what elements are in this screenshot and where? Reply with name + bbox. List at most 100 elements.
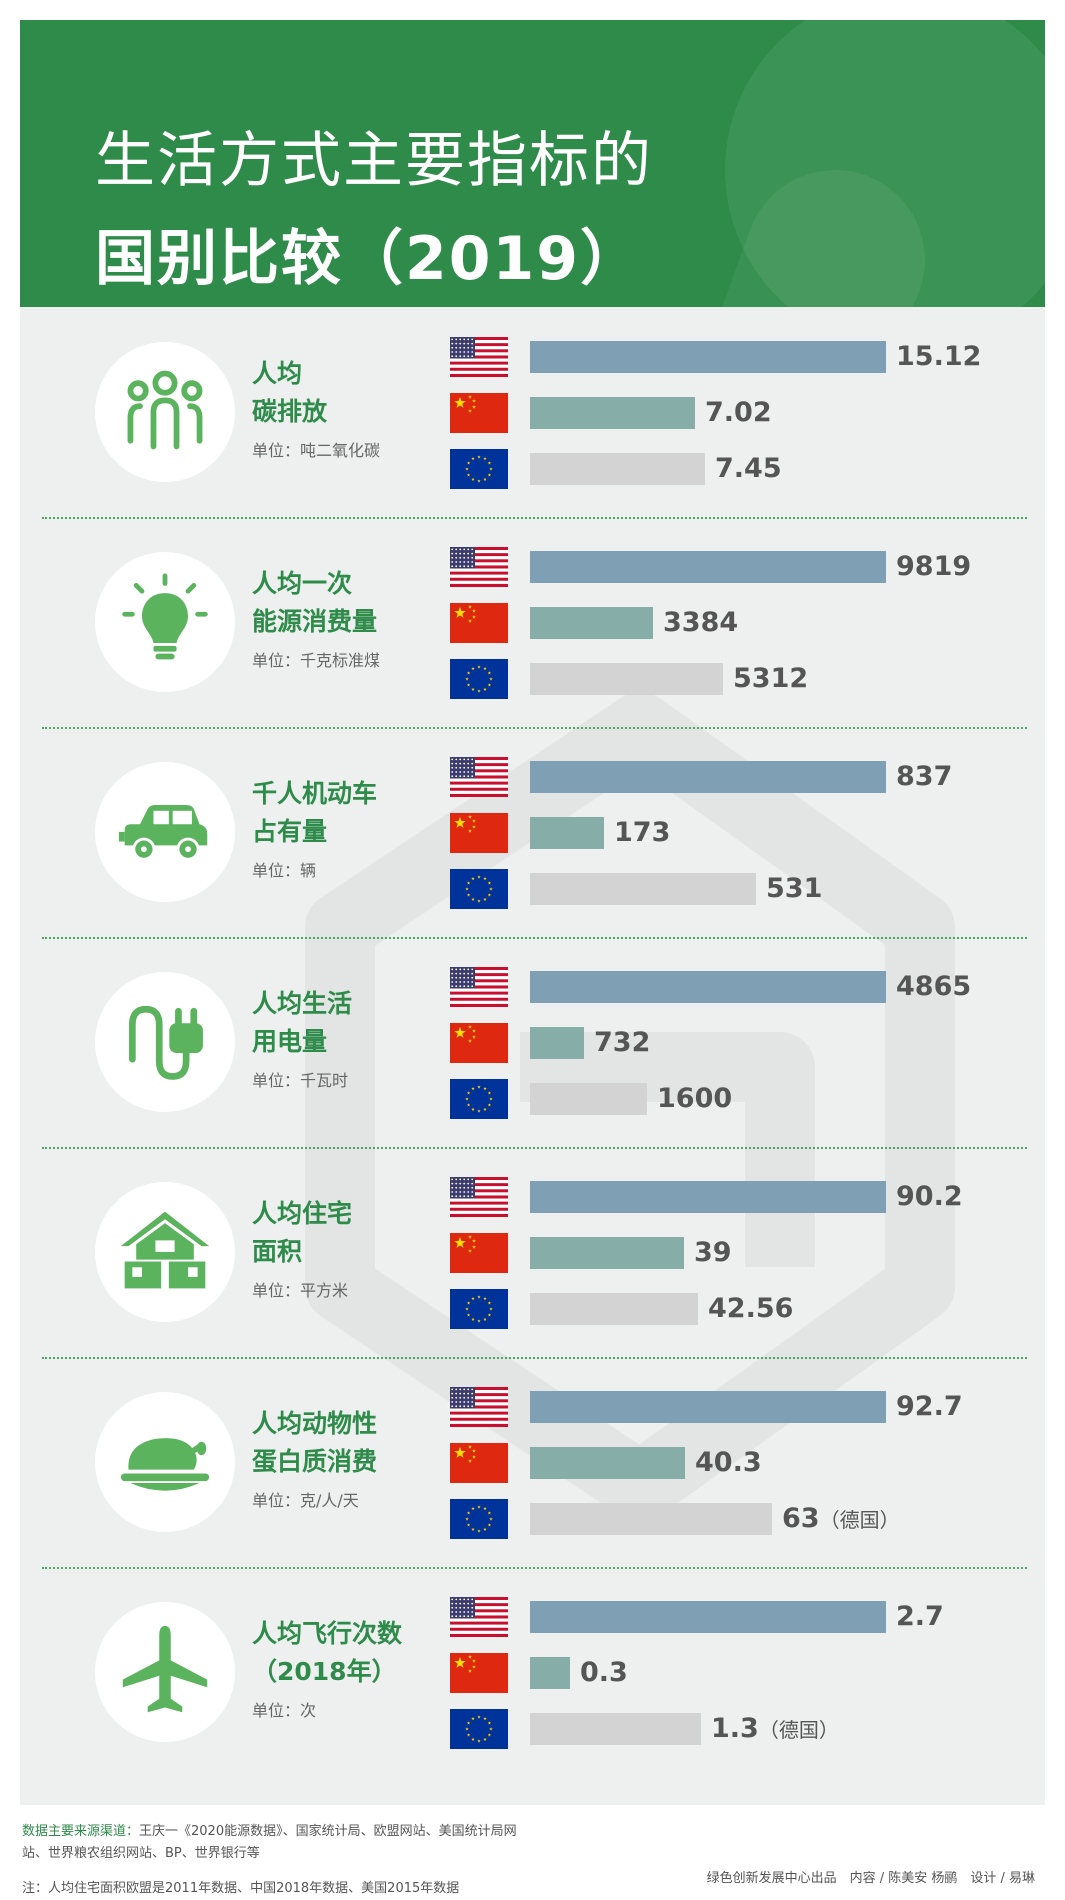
value-number: 173	[614, 817, 671, 848]
eu-flag	[450, 869, 508, 909]
bar-china-flag	[530, 1657, 570, 1689]
section-divider	[42, 1567, 1027, 1569]
value-label: 90.2	[896, 1181, 963, 1214]
section-divider	[42, 1147, 1027, 1149]
indicator-unit: 单位：次	[252, 1701, 317, 1720]
indicator-title-line-2: 占有量	[252, 817, 328, 846]
indicator-title-line-2: 蛋白质消费	[252, 1447, 378, 1476]
value-note: （德国）	[819, 1508, 900, 1532]
value-number: 1600	[657, 1083, 733, 1114]
china-flag	[450, 603, 508, 643]
us-flag	[450, 967, 508, 1007]
bar-china-flag	[530, 1027, 584, 1059]
bar-eu-flag	[530, 873, 756, 905]
plug-icon	[117, 992, 213, 1092]
bar-us-flag	[530, 761, 886, 793]
value-label: 63（德国）	[782, 1503, 900, 1536]
bar-us-flag	[530, 1181, 886, 1213]
indicator-title-line-1: 人均住宅	[252, 1199, 353, 1228]
value-label: 173	[614, 817, 670, 850]
us-flag	[450, 1387, 508, 1427]
value-number: 90.2	[896, 1181, 963, 1212]
value-label: 2.7	[896, 1601, 944, 1634]
value-number: 40.3	[695, 1447, 762, 1478]
title-line-1: 生活方式主要指标的	[95, 126, 653, 196]
value-label: 1600	[657, 1083, 732, 1116]
value-number: 837	[896, 761, 953, 792]
value-label: 39	[694, 1237, 732, 1270]
indicator-title-line-1: 人均飞行次数	[252, 1619, 403, 1648]
house-icon	[117, 1202, 213, 1302]
section-divider	[42, 1357, 1027, 1359]
value-label: 531	[766, 873, 822, 906]
indicator-title-line-2: 面积	[252, 1237, 303, 1266]
us-flag	[450, 547, 508, 587]
indicator-label: 人均 碳排放 单位：吨二氧化碳	[252, 355, 452, 461]
value-label: 7.45	[715, 453, 782, 486]
value-number: 3384	[663, 607, 739, 638]
header-banner: 生活方式主要指标的 国别比较（2019）	[20, 20, 1045, 307]
indicator-label: 人均生活 用电量 单位：千瓦时	[252, 985, 452, 1091]
indicator-label: 人均飞行次数 （2018年） 单位：次	[252, 1615, 452, 1721]
us-flag	[450, 1597, 508, 1637]
us-flag	[450, 337, 508, 377]
icon-circle	[95, 1392, 235, 1532]
bar-china-flag	[530, 397, 695, 429]
eu-flag	[450, 659, 508, 699]
bar-china-flag	[530, 1447, 685, 1479]
value-number: 7.02	[705, 397, 772, 428]
value-label: 732	[594, 1027, 650, 1060]
value-label: 4865	[896, 971, 971, 1004]
bar-eu-flag	[530, 1083, 647, 1115]
eu-flag	[450, 449, 508, 489]
footnote: 注：人均住宅面积欧盟是2011年数据、中国2018年数据、美国2015年数据	[22, 1881, 460, 1896]
indicator-label: 千人机动车 占有量 单位：辆	[252, 775, 452, 881]
indicator-title-line-2: 能源消费量	[252, 607, 378, 636]
china-flag	[450, 813, 508, 853]
indicator-unit: 单位：千克标准煤	[252, 651, 381, 670]
indicator-section: 千人机动车 占有量 单位：辆 837 173 531	[20, 727, 1045, 937]
indicator-section: 人均 碳排放 单位：吨二氧化碳 15.12 7.02 7.45	[20, 307, 1045, 517]
icon-circle	[95, 762, 235, 902]
value-label: 7.02	[705, 397, 772, 430]
value-label: 92.7	[896, 1391, 963, 1424]
source-text: 数据主要来源渠道：王庆一《2020能源数据》、国家统计局、欧盟网站、美国统计局网…	[22, 1821, 542, 1865]
roast-chicken-icon	[117, 1412, 213, 1512]
value-label: 5312	[733, 663, 808, 696]
value-number: 92.7	[896, 1391, 963, 1422]
value-number: 5312	[733, 663, 809, 694]
value-number: 42.56	[708, 1293, 794, 1324]
lightbulb-icon	[117, 572, 213, 672]
section-divider	[42, 937, 1027, 939]
bar-eu-flag	[530, 1503, 772, 1535]
indicator-section: 人均飞行次数 （2018年） 单位：次 2.7 0.3 1.3（德国）	[20, 1567, 1045, 1777]
value-number: 4865	[896, 971, 972, 1002]
indicator-title-line-1: 人均	[252, 359, 303, 388]
value-number: 732	[594, 1027, 651, 1058]
china-flag	[450, 393, 508, 433]
indicator-unit: 单位：平方米	[252, 1281, 349, 1300]
indicator-label: 人均一次 能源消费量 单位：千克标准煤	[252, 565, 452, 671]
car-icon	[117, 782, 213, 882]
icon-circle	[95, 1182, 235, 1322]
indicator-section: 人均住宅 面积 单位：平方米 90.2 39 42.56	[20, 1147, 1045, 1357]
china-flag	[450, 1443, 508, 1483]
china-flag	[450, 1023, 508, 1063]
indicator-unit: 单位：千瓦时	[252, 1071, 349, 1090]
icon-circle	[95, 552, 235, 692]
icon-circle	[95, 342, 235, 482]
value-label: 837	[896, 761, 952, 794]
value-number: 39	[694, 1237, 732, 1268]
value-label: 15.12	[896, 341, 981, 374]
eu-flag	[450, 1289, 508, 1329]
value-label: 3384	[663, 607, 738, 640]
source-list: 王庆一《2020能源数据》、国家统计局、欧盟网站、美国统计局网站、世界粮农组织网…	[22, 1824, 517, 1861]
credit-text: 绿色创新发展中心出品 内容 / 陈美安 杨鹂 设计 / 易琳	[706, 1871, 1035, 1886]
icon-circle	[95, 1602, 235, 1742]
leaf-decoration	[725, 20, 1045, 307]
value-number: 7.45	[715, 453, 782, 484]
value-number: 0.3	[580, 1657, 628, 1688]
indicator-title-line-1: 人均动物性	[252, 1409, 378, 1438]
us-flag	[450, 757, 508, 797]
indicator-section: 人均生活 用电量 单位：千瓦时 4865 732 1600	[20, 937, 1045, 1147]
